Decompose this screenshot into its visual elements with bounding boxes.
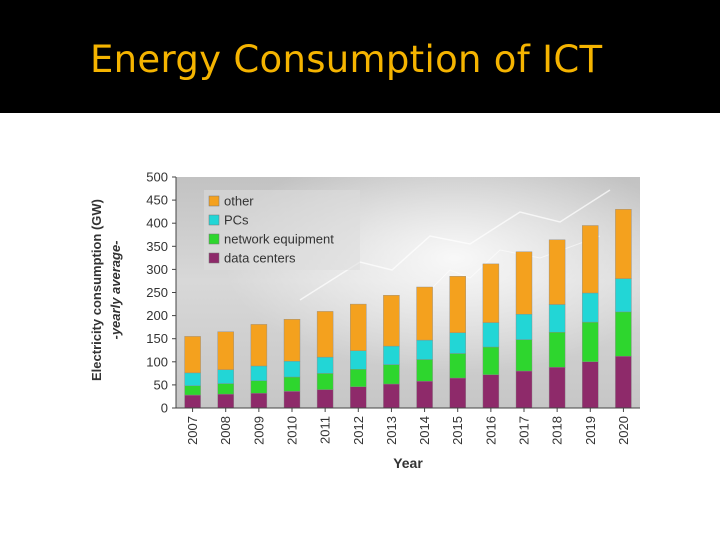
bar-segment-network-equipment-2016 [482, 346, 500, 375]
x-tick-label: 2009 [251, 416, 266, 445]
legend-swatch-data-centers [208, 252, 220, 264]
bar-segment-PCs-2012 [350, 350, 367, 370]
y-tick-label: 50 [154, 377, 168, 392]
x-tick-label: 2007 [185, 416, 200, 445]
bar-segment-data-centers-2011 [316, 389, 334, 409]
bar-segment-other-2020 [615, 209, 632, 279]
bar-segment-network-equipment-2017 [515, 339, 533, 372]
slide-title: Energy Consumption of ICT [90, 38, 603, 81]
legend-swatch-network-equipment [208, 233, 220, 245]
x-tick-label: 2017 [517, 416, 532, 445]
x-tick-label: 2008 [218, 416, 233, 445]
bar-segment-network-equipment-2014 [416, 359, 433, 382]
bar-segment-network-equipment-2011 [316, 373, 334, 390]
lightning-decoration [299, 189, 611, 301]
bar-segment-network-equipment-2010 [283, 376, 301, 392]
bar-segment-network-equipment-2012 [350, 369, 367, 388]
y-axis-label: Electricity consumption (GW) [89, 199, 104, 381]
bar-segment-network-equipment-2009 [250, 380, 268, 394]
bar-segment-network-equipment-2018 [548, 332, 566, 368]
x-tick-label: 2013 [384, 416, 399, 445]
bar-segment-other-2019 [582, 225, 599, 294]
bar-segment-other-2018 [548, 239, 566, 305]
bar-segment-PCs-2016 [482, 322, 500, 348]
y-tick-label: 450 [146, 193, 168, 208]
y-tick-label: 0 [161, 401, 168, 416]
bar-segment-other-2008 [217, 331, 234, 370]
x-tick-label: 2010 [285, 416, 300, 445]
x-axis-label: Year [393, 455, 423, 471]
y-tick-label: 200 [146, 308, 168, 323]
bar-segment-data-centers-2007 [184, 394, 201, 409]
x-tick-label: 2015 [450, 416, 465, 445]
bar-segment-PCs-2018 [548, 304, 566, 333]
y-tick-label: 500 [146, 170, 168, 185]
legend-box [204, 190, 360, 270]
y-tick-label: 150 [146, 331, 168, 346]
bar-segment-other-2017 [515, 251, 533, 315]
x-tick-label: 2012 [351, 416, 366, 445]
bar-segment-data-centers-2013 [383, 383, 400, 409]
title-band [0, 0, 720, 113]
bar-segment-other-2011 [316, 311, 334, 358]
bar-segment-PCs-2010 [283, 361, 301, 378]
y-tick-label: 100 [146, 354, 168, 369]
bar-segment-data-centers-2016 [482, 374, 500, 409]
bar-segment-PCs-2019 [582, 292, 599, 323]
bar-segment-PCs-2015 [449, 332, 466, 354]
bar-segment-data-centers-2008 [217, 393, 234, 409]
bar-segment-data-centers-2010 [283, 391, 301, 409]
y-tick-label: 250 [146, 285, 168, 300]
bar-segment-network-equipment-2015 [449, 353, 466, 379]
bar-segment-other-2007 [184, 336, 201, 374]
x-tick-label: 2018 [550, 416, 565, 445]
legend-swatch-PCs [208, 214, 220, 226]
bar-segment-PCs-2014 [416, 339, 433, 360]
legend: other PCs network equipment data centers [204, 190, 360, 270]
bar-segment-other-2015 [449, 276, 466, 333]
bar-segment-data-centers-2015 [449, 377, 466, 409]
bar-segment-other-2014 [416, 286, 433, 341]
legend-label-network-equipment: network equipment [224, 232, 334, 247]
legend-label-other: other [224, 194, 254, 209]
bar-segment-data-centers-2020 [615, 356, 632, 409]
bar-segment-PCs-2009 [250, 365, 268, 382]
bar-segment-network-equipment-2019 [582, 321, 599, 363]
bar-segment-network-equipment-2020 [615, 311, 632, 357]
y-tick-label: 400 [146, 216, 168, 231]
bar-segment-other-2013 [383, 295, 400, 347]
bar-segment-data-centers-2009 [250, 393, 268, 409]
bar-segment-PCs-2011 [316, 357, 334, 374]
bar-segment-PCs-2013 [383, 345, 400, 365]
x-tick-label: 2019 [583, 416, 598, 445]
bar-segment-data-centers-2019 [582, 361, 599, 409]
x-tick-label: 2011 [318, 416, 333, 444]
legend-swatch-other [208, 195, 220, 207]
bar-segment-data-centers-2014 [416, 381, 433, 409]
bar-segment-other-2016 [482, 263, 500, 323]
bar-segment-data-centers-2018 [548, 367, 566, 409]
bar-segment-other-2010 [283, 319, 301, 362]
x-tick-label: 2016 [483, 416, 498, 445]
bar-segment-network-equipment-2013 [383, 364, 400, 385]
bar-segment-network-equipment-2008 [217, 383, 234, 395]
bar-segment-other-2012 [350, 303, 367, 352]
legend-label-PCs: PCs [224, 213, 249, 228]
bar-segment-data-centers-2012 [350, 386, 367, 409]
y-tick-label: 300 [146, 262, 168, 277]
bar-segment-PCs-2008 [217, 369, 234, 384]
bar-segment-PCs-2020 [615, 278, 632, 313]
bar-segment-network-equipment-2007 [184, 385, 201, 396]
bar-segment-data-centers-2017 [515, 370, 533, 409]
x-tick-label: 2020 [616, 416, 631, 445]
bar-segment-PCs-2017 [515, 314, 533, 340]
x-tick-label: 2014 [417, 416, 432, 445]
bar-segment-PCs-2007 [184, 372, 201, 386]
y-tick-label: 350 [146, 239, 168, 254]
bar-segment-other-2009 [250, 324, 268, 367]
legend-label-data-centers: data centers [224, 251, 296, 266]
y-axis-sublabel: -yearly average- [108, 240, 123, 339]
